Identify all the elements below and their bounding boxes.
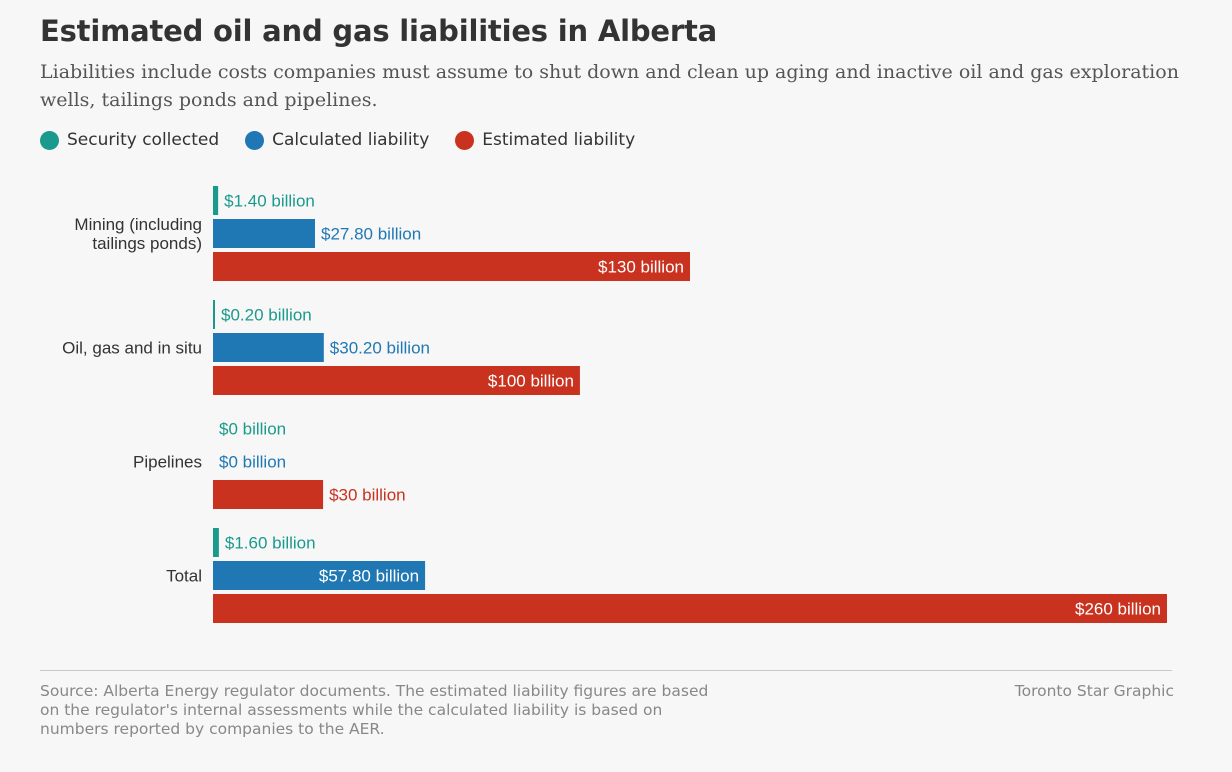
legend-item-security: Security collected bbox=[40, 130, 219, 150]
category-label-total: Total bbox=[166, 567, 202, 586]
bar-total-security bbox=[213, 528, 219, 557]
legend-label-calculated: Calculated liability bbox=[272, 130, 430, 150]
data-label-pipelines-estimated: $30 billion bbox=[329, 486, 406, 505]
category-label-mining-line-2: tailings ponds) bbox=[92, 234, 202, 253]
bar-mining-security bbox=[213, 186, 219, 215]
data-label-pipelines-calculated: $0 billion bbox=[219, 453, 286, 472]
legend-label-security: Security collected bbox=[67, 130, 220, 150]
bar-total-estimated bbox=[213, 594, 1167, 623]
category-label-oil-gas: Oil, gas and in situ bbox=[62, 339, 202, 358]
legend: Security collected Calculated liability … bbox=[40, 130, 661, 150]
data-label-mining-security: $1.40 billion bbox=[224, 192, 315, 211]
legend-swatch-security bbox=[40, 130, 59, 150]
data-label-oil-gas-security: $0.20 billion bbox=[221, 306, 312, 325]
footer-divider bbox=[40, 670, 1172, 671]
legend-item-calculated: Calculated liability bbox=[245, 130, 429, 150]
data-label-mining-estimated: $130 billion bbox=[598, 258, 684, 277]
data-label-mining-calculated: $27.80 billion bbox=[321, 225, 421, 244]
data-label-total-estimated: $260 billion bbox=[1075, 600, 1161, 619]
legend-swatch-estimated bbox=[455, 130, 475, 150]
category-label-mining-line-1: Mining (including bbox=[74, 215, 202, 234]
bar-oil-gas-security bbox=[213, 300, 215, 329]
data-label-total-calculated: $57.80 billion bbox=[319, 567, 419, 586]
data-label-pipelines-security: $0 billion bbox=[219, 420, 286, 439]
legend-swatch-calculated bbox=[245, 130, 265, 150]
data-label-oil-gas-calculated: $30.20 billion bbox=[330, 339, 430, 358]
bar-mining-estimated bbox=[213, 252, 690, 281]
bar-mining-calculated bbox=[213, 219, 316, 248]
data-label-total-security: $1.60 billion bbox=[225, 534, 316, 553]
bar-oil-gas-estimated bbox=[213, 366, 580, 395]
category-label-pipelines: Pipelines bbox=[133, 453, 202, 472]
bar-total-calculated bbox=[213, 561, 426, 590]
legend-label-estimated: Estimated liability bbox=[482, 130, 636, 150]
bar-pipelines-estimated bbox=[213, 480, 324, 509]
legend-item-estimated: Estimated liability bbox=[455, 130, 635, 150]
source-note: Source: Alberta Energy regulator documen… bbox=[40, 682, 709, 738]
chart-title: Estimated oil and gas liabilities in Alb… bbox=[40, 14, 717, 48]
data-label-oil-gas-estimated: $100 billion bbox=[488, 372, 574, 391]
chart-subtitle: Liabilities include costs companies must… bbox=[40, 61, 1179, 111]
bar-oil-gas-calculated bbox=[213, 333, 324, 362]
graphic-credit: Toronto Star Graphic bbox=[1014, 682, 1174, 700]
